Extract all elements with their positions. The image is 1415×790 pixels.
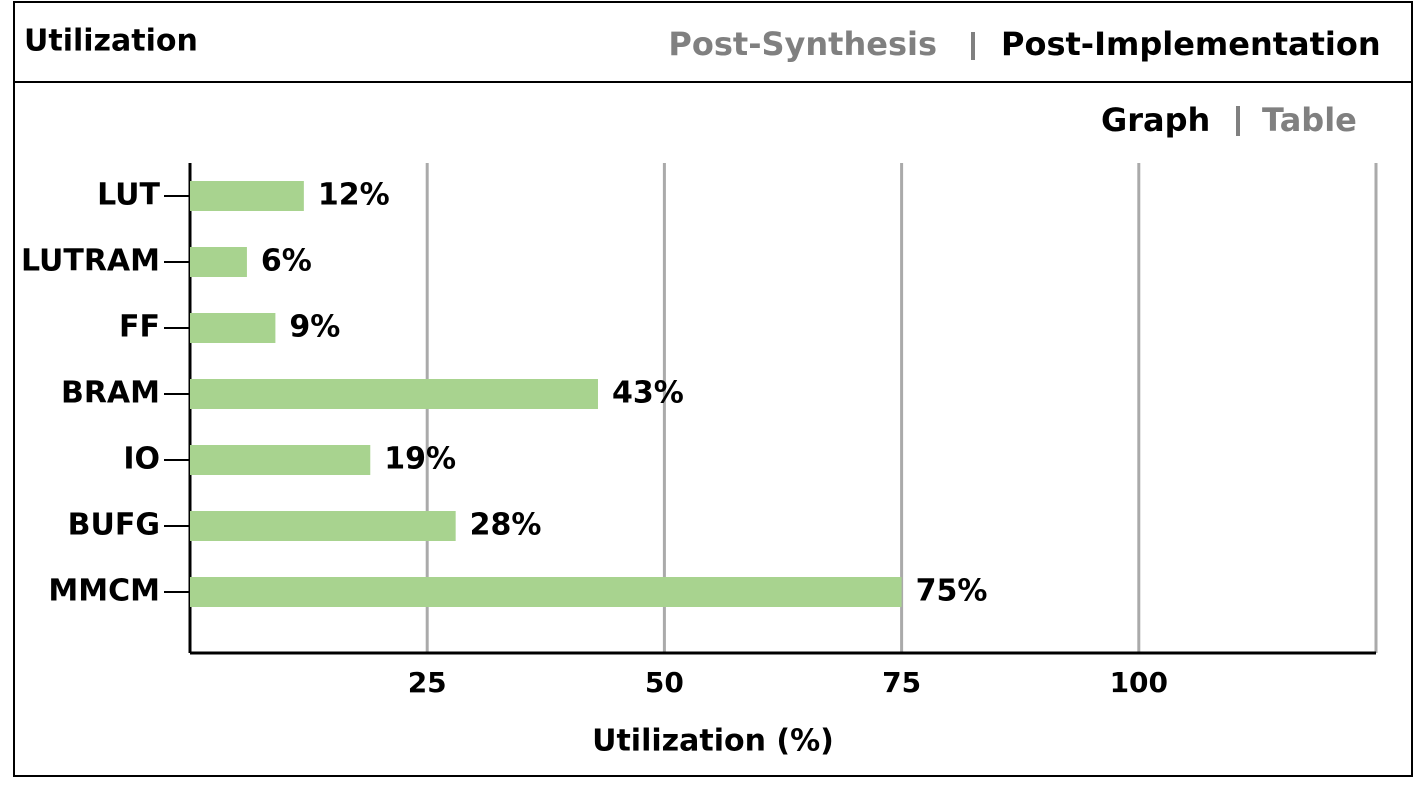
y-tick-label: MMCM (48, 574, 160, 609)
x-tick-label: 25 (408, 666, 447, 699)
y-tick-label: LUT (97, 178, 160, 213)
chart: 25 50 75 100 LUT 12% LUTRAM 6% FF 9% BRAM 43% IO 19% B… (21, 163, 1378, 699)
value-label: 6% (261, 244, 312, 279)
y-tick-label: BRAM (61, 376, 160, 411)
x-tick-label: 75 (882, 666, 921, 699)
bar (190, 445, 371, 475)
tab-post-implementation[interactable]: Post-Implementation (1001, 25, 1381, 63)
y-tick-label: FF (119, 310, 160, 345)
x-tick-label: 100 (1110, 666, 1168, 699)
y-tick-label: IO (123, 442, 160, 477)
x-tick-label: 50 (645, 666, 684, 699)
y-tick-label: LUTRAM (21, 244, 160, 279)
value-label: 75% (916, 574, 988, 609)
x-axis-title: Utilization (%) (592, 724, 834, 759)
view-tab-graph[interactable]: Graph (1101, 101, 1210, 139)
bar (190, 511, 456, 541)
value-label: 12% (318, 178, 390, 213)
view-tab-table[interactable]: Table (1262, 101, 1357, 139)
bar (190, 379, 598, 409)
value-label: 9% (289, 310, 340, 345)
value-label: 19% (384, 442, 456, 477)
bar (190, 247, 247, 277)
value-label: 28% (470, 508, 542, 543)
bar (190, 577, 902, 607)
bar (190, 313, 276, 343)
tab-post-synthesis[interactable]: Post-Synthesis (668, 25, 937, 63)
bar (190, 181, 304, 211)
panel-title: Utilization (24, 24, 198, 59)
y-tick-label: BUFG (68, 508, 160, 543)
value-label: 43% (612, 376, 684, 411)
